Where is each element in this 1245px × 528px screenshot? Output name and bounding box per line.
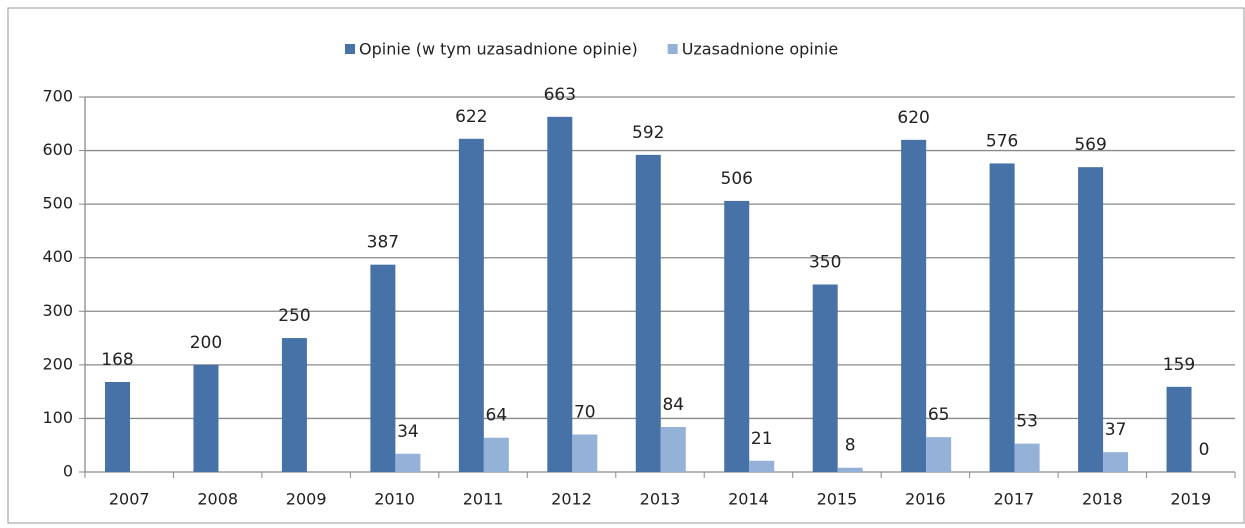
bar (1078, 167, 1104, 472)
bar (1103, 452, 1129, 472)
x-tick-label: 2010 (374, 490, 415, 509)
value-label: 200 (190, 333, 222, 353)
x-tick-label: 2013 (640, 490, 681, 509)
value-label: 84 (662, 395, 684, 415)
value-label: 37 (1105, 420, 1127, 440)
bar (635, 154, 661, 472)
bar (483, 437, 509, 472)
bar (281, 338, 307, 472)
legend-swatch (667, 44, 678, 54)
bar (193, 364, 219, 472)
value-label: 168 (101, 350, 133, 370)
value-label: 622 (455, 107, 487, 127)
value-label: 159 (1163, 355, 1195, 375)
bar (547, 116, 573, 473)
value-label: 663 (544, 85, 576, 105)
bar (660, 427, 686, 472)
bar (572, 434, 598, 472)
x-tick-label: 2008 (197, 490, 238, 509)
value-label: 0 (1199, 440, 1210, 460)
bar (105, 382, 130, 472)
x-tick-label: 2015 (817, 490, 858, 509)
bar (395, 453, 421, 472)
bar (901, 139, 927, 472)
value-label: 65 (928, 405, 950, 425)
y-tick-label: 300 (42, 301, 73, 320)
y-tick-label: 400 (42, 247, 73, 266)
y-tick-label: 600 (42, 140, 73, 159)
bar (837, 467, 863, 472)
value-label: 350 (809, 253, 841, 273)
bar (812, 284, 838, 472)
bar (749, 460, 775, 472)
value-label: 21 (751, 429, 773, 449)
x-tick-label: 2016 (905, 490, 946, 509)
value-label: 569 (1074, 135, 1106, 155)
x-tick-label: 2007 (109, 490, 150, 509)
value-label: 576 (986, 131, 1018, 151)
value-label: 8 (845, 436, 856, 456)
value-label: 387 (367, 233, 399, 253)
bar (724, 200, 750, 472)
x-tick-label: 2019 (1170, 490, 1211, 509)
y-tick-label: 100 (42, 408, 73, 427)
bar (989, 163, 1015, 472)
value-label: 506 (721, 169, 753, 189)
value-label: 70 (574, 403, 596, 423)
legend-label: Opinie (w tym uzasadnione opinie) (359, 40, 638, 59)
bar (1014, 443, 1040, 472)
value-label: 592 (632, 123, 664, 143)
x-tick-label: 2018 (1082, 490, 1123, 509)
chart-border (7, 7, 1245, 524)
y-tick-label: 200 (42, 354, 73, 373)
bar (1166, 386, 1192, 472)
y-tick-label: 700 (42, 87, 73, 106)
value-label: 620 (897, 108, 929, 128)
legend-label: Uzasadnione opinie (682, 40, 838, 59)
x-tick-label: 2014 (728, 490, 769, 509)
x-tick-label: 2017 (993, 490, 1034, 509)
x-tick-label: 2009 (286, 490, 327, 509)
y-tick-label: 500 (42, 194, 73, 213)
x-tick-label: 2012 (551, 490, 592, 509)
bar (370, 264, 396, 472)
value-label: 250 (278, 306, 310, 326)
bar (926, 437, 952, 472)
value-label: 53 (1016, 412, 1038, 432)
x-tick-label: 2011 (463, 490, 504, 509)
legend-swatch (345, 44, 355, 54)
value-label: 64 (486, 406, 508, 426)
bar (458, 138, 484, 473)
y-tick-label: 0 (63, 462, 73, 481)
value-label: 34 (397, 422, 419, 442)
